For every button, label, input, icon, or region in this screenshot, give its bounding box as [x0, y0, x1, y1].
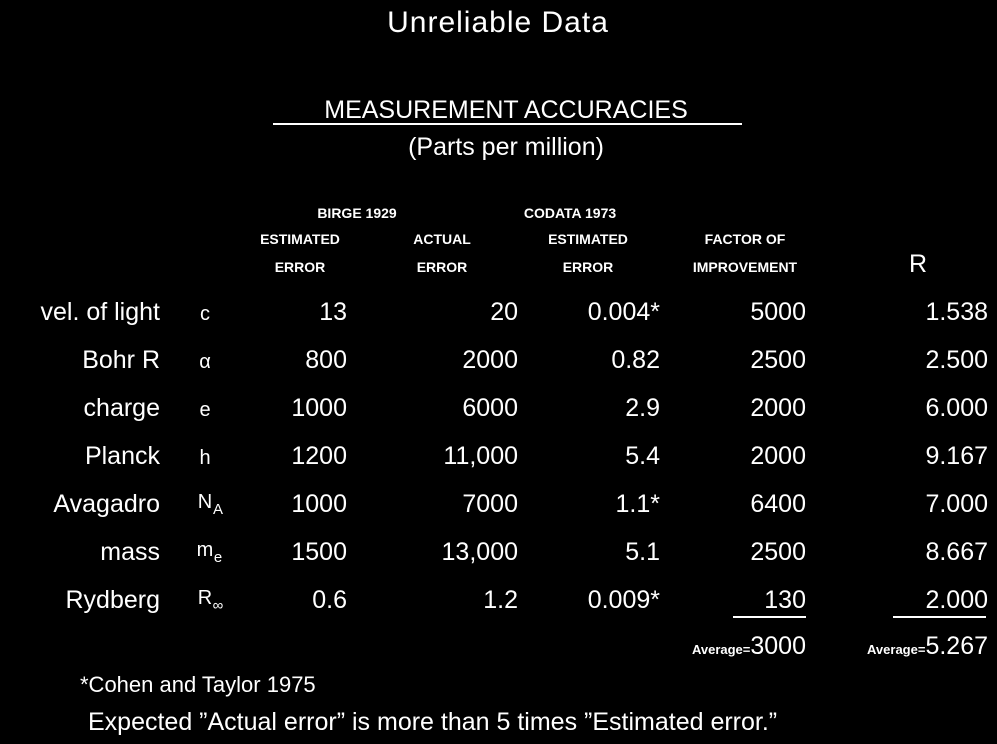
row-label: vel. of light	[40, 298, 160, 326]
cell: 2500	[750, 538, 806, 566]
group-header: CODATA 1973	[524, 205, 617, 221]
cell: 5.1	[625, 538, 660, 566]
cell: 20	[490, 298, 518, 326]
cell: 2.000	[925, 586, 988, 614]
symbol: α	[199, 351, 211, 373]
cell: 5.4	[625, 442, 660, 470]
average-value: 5.267	[925, 632, 988, 660]
cell: 1.2	[483, 586, 518, 614]
symbol: c	[200, 303, 210, 325]
cell: 2.9	[625, 394, 660, 422]
cell: 2000	[750, 394, 806, 422]
column-header: ERROR	[275, 259, 326, 275]
cell: 1000	[291, 490, 347, 518]
cell: 2500	[750, 346, 806, 374]
row-label: charge	[84, 394, 160, 422]
cell: 800	[305, 346, 347, 374]
row-label: Bohr R	[82, 346, 160, 374]
symbol-subscript: A	[213, 501, 223, 518]
cell: 11,000	[443, 442, 518, 470]
symbol: m	[197, 539, 214, 561]
cell: 6400	[750, 490, 806, 518]
cell: 1000	[291, 394, 347, 422]
conclusion: Expected ”Actual error” is more than 5 t…	[88, 708, 777, 736]
symbol: e	[199, 399, 210, 421]
cell: 5000	[750, 298, 806, 326]
row-label: Planck	[85, 442, 161, 470]
footnote: *Cohen and Taylor 1975	[80, 672, 316, 697]
symbol: R	[198, 587, 212, 609]
average-value: 3000	[750, 632, 806, 660]
column-header: ERROR	[563, 259, 614, 275]
cell: 7.000	[925, 490, 988, 518]
subheading: (Parts per million)	[408, 133, 604, 161]
average: Average=5.267	[867, 632, 988, 660]
average: Average=3000	[692, 632, 806, 660]
group-header: BIRGE 1929	[317, 205, 397, 221]
row-label: mass	[100, 538, 160, 566]
cell: 0.004*	[588, 298, 661, 326]
heading: MEASUREMENT ACCURACIES	[324, 96, 688, 124]
column-header: ESTIMATED	[548, 231, 628, 247]
column-header: ERROR	[417, 259, 468, 275]
cell: 9.167	[925, 442, 988, 470]
cell: 1200	[291, 442, 347, 470]
row-label: Avagadro	[53, 490, 160, 518]
column-header: IMPROVEMENT	[693, 259, 798, 275]
column-header: ACTUAL	[413, 231, 471, 247]
cell: 130	[764, 586, 806, 614]
column-header: ESTIMATED	[260, 231, 340, 247]
cell: 0.82	[611, 346, 660, 374]
cell: 7000	[462, 490, 518, 518]
symbol-subscript: e	[214, 549, 222, 566]
symbol: N	[198, 491, 212, 513]
cell: 2000	[462, 346, 518, 374]
column-header: R	[909, 250, 927, 278]
symbol-subscript: ∞	[213, 597, 224, 614]
cell: 0.6	[312, 586, 347, 614]
cell: 13,000	[442, 538, 518, 566]
column-header: FACTOR OF	[705, 231, 786, 247]
average-label: Average=	[692, 642, 751, 657]
row-label: Rydberg	[66, 586, 161, 614]
cell: 1.1*	[616, 490, 661, 518]
cell: 1500	[291, 538, 347, 566]
cell: 6.000	[925, 394, 988, 422]
cell: 2.500	[925, 346, 988, 374]
cell: 1.538	[925, 298, 988, 326]
title: Unreliable Data	[387, 6, 609, 39]
cell: 13	[319, 298, 347, 326]
average-label: Average=	[867, 642, 926, 657]
cell: 8.667	[925, 538, 988, 566]
cell: 0.009*	[588, 586, 661, 614]
cell: 2000	[750, 442, 806, 470]
symbol: h	[199, 447, 210, 469]
cell: 6000	[462, 394, 518, 422]
